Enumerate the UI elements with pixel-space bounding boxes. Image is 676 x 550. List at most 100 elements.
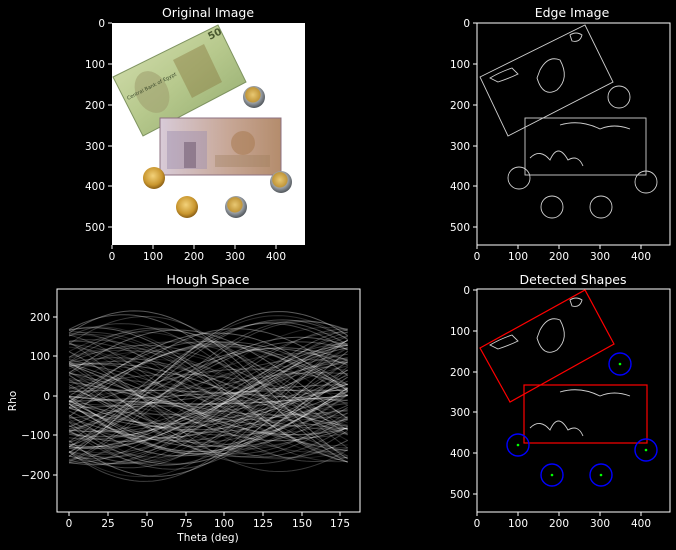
- hough-curve: [68, 357, 348, 430]
- hough-curve: [68, 316, 348, 449]
- original-x-axis: [111, 245, 277, 249]
- hough-curve: [68, 331, 348, 441]
- detected-circle-2: [506, 433, 530, 457]
- hough-curve: [68, 357, 348, 438]
- hough-x-axis: [68, 512, 341, 516]
- detected-xtick: 300: [590, 518, 610, 530]
- hough-curve: [68, 343, 348, 450]
- hough-curve: [68, 315, 348, 453]
- hough-curve: [68, 353, 348, 440]
- hough-curve: [68, 326, 348, 463]
- hough-curve: [68, 387, 348, 453]
- hough-curve: [68, 344, 348, 449]
- hough-ytick: 200: [30, 312, 50, 324]
- hough-curve: [68, 361, 348, 458]
- detected-ytick: 400: [450, 448, 470, 460]
- hough-curve: [68, 384, 348, 448]
- hough-curve: [68, 347, 348, 448]
- hough-ytick: 0: [43, 391, 50, 403]
- hough-curve: [68, 362, 348, 433]
- hough-plot-area: [56, 288, 361, 513]
- hough-curve: [68, 373, 348, 404]
- hough-curve: [68, 366, 349, 470]
- hough-curve: [68, 343, 348, 454]
- hough-curve: [68, 347, 348, 464]
- original-ytick: 500: [85, 222, 105, 234]
- hough-curve: [68, 358, 348, 439]
- edge-ytick: 500: [450, 222, 470, 234]
- original-y-axis: [108, 22, 112, 228]
- original-ytick: 200: [85, 100, 105, 112]
- hough-curve: [68, 376, 348, 457]
- coin-2: [143, 167, 165, 189]
- detected-image-area: [476, 288, 671, 513]
- hough-curve: [68, 310, 348, 460]
- detected-ytick: 0: [463, 285, 470, 297]
- hough-curve: [68, 363, 348, 442]
- hough-curve: [68, 371, 348, 447]
- coin-5: [225, 196, 247, 218]
- hough-curve: [68, 365, 348, 422]
- hough-curve: [68, 387, 348, 398]
- coin-3: [270, 171, 292, 193]
- edge-xtick: 0: [474, 251, 481, 263]
- hough-curve: [68, 347, 348, 433]
- hough-curve: [69, 384, 348, 408]
- hough-curve: [68, 346, 348, 447]
- hough-curve: [68, 383, 348, 428]
- hough-xtick: 50: [140, 518, 153, 530]
- coin-4: [176, 196, 198, 218]
- edge-y-axis: [473, 22, 477, 228]
- hough-curve: [68, 319, 348, 454]
- hough-curve: [68, 387, 348, 455]
- hough-curve: [68, 394, 348, 433]
- hough-curve: [68, 333, 348, 457]
- hough-curve: [68, 388, 348, 407]
- detected-circle-3: [634, 438, 658, 462]
- detected-x-axis: [476, 512, 642, 516]
- hough-curve: [68, 358, 348, 437]
- hough-curve: [68, 335, 348, 460]
- hough-space-panel: Hough Space 0 25 50 75 100 125 150 175 T…: [7, 272, 361, 544]
- original-xtick: 400: [266, 251, 286, 263]
- hough-curve: [68, 334, 348, 463]
- hough-curve: [68, 386, 348, 436]
- hough-curve: [68, 361, 348, 465]
- hough-curve: [68, 390, 348, 443]
- edge-ytick: 100: [450, 59, 470, 71]
- hough-curve: [68, 339, 348, 478]
- hough-curve: [68, 353, 348, 433]
- hough-curve: [68, 320, 348, 462]
- hough-xtick: 150: [292, 518, 312, 530]
- hough-curve: [68, 348, 348, 428]
- detected-rect-2: [523, 384, 648, 444]
- detected-xtick: 200: [549, 518, 569, 530]
- detected-shapes-panel: Detected Shapes: [450, 272, 671, 530]
- original-image-panel: Original Image 50 Central Bank of Egypt: [85, 5, 305, 263]
- hough-ytick: 100: [30, 351, 50, 363]
- detected-ytick: 100: [450, 326, 470, 338]
- detected-ytick: 500: [450, 489, 470, 501]
- hough-curve: [68, 372, 348, 427]
- hough-curve: [68, 339, 349, 482]
- hough-curve: [68, 391, 348, 422]
- hough-curve: [68, 369, 348, 440]
- hough-curve: [68, 340, 348, 397]
- hough-curve: [68, 340, 348, 456]
- hough-curve: [68, 360, 348, 426]
- hough-curve: [68, 378, 348, 422]
- hough-curve: [68, 365, 348, 436]
- hough-xtick: 175: [330, 518, 350, 530]
- hough-curve: [68, 388, 348, 452]
- hough-curve: [68, 389, 348, 401]
- hough-curve: [68, 345, 348, 403]
- original-ytick: 300: [85, 141, 105, 153]
- detected-circles: [506, 352, 658, 487]
- hough-curve: [68, 361, 348, 466]
- hough-curve: [69, 328, 348, 464]
- hough-curve: [68, 330, 348, 463]
- hough-curve: [68, 373, 348, 419]
- detected-rect-1: [479, 289, 615, 403]
- detected-xtick: 100: [508, 518, 528, 530]
- hough-curve: [68, 372, 348, 434]
